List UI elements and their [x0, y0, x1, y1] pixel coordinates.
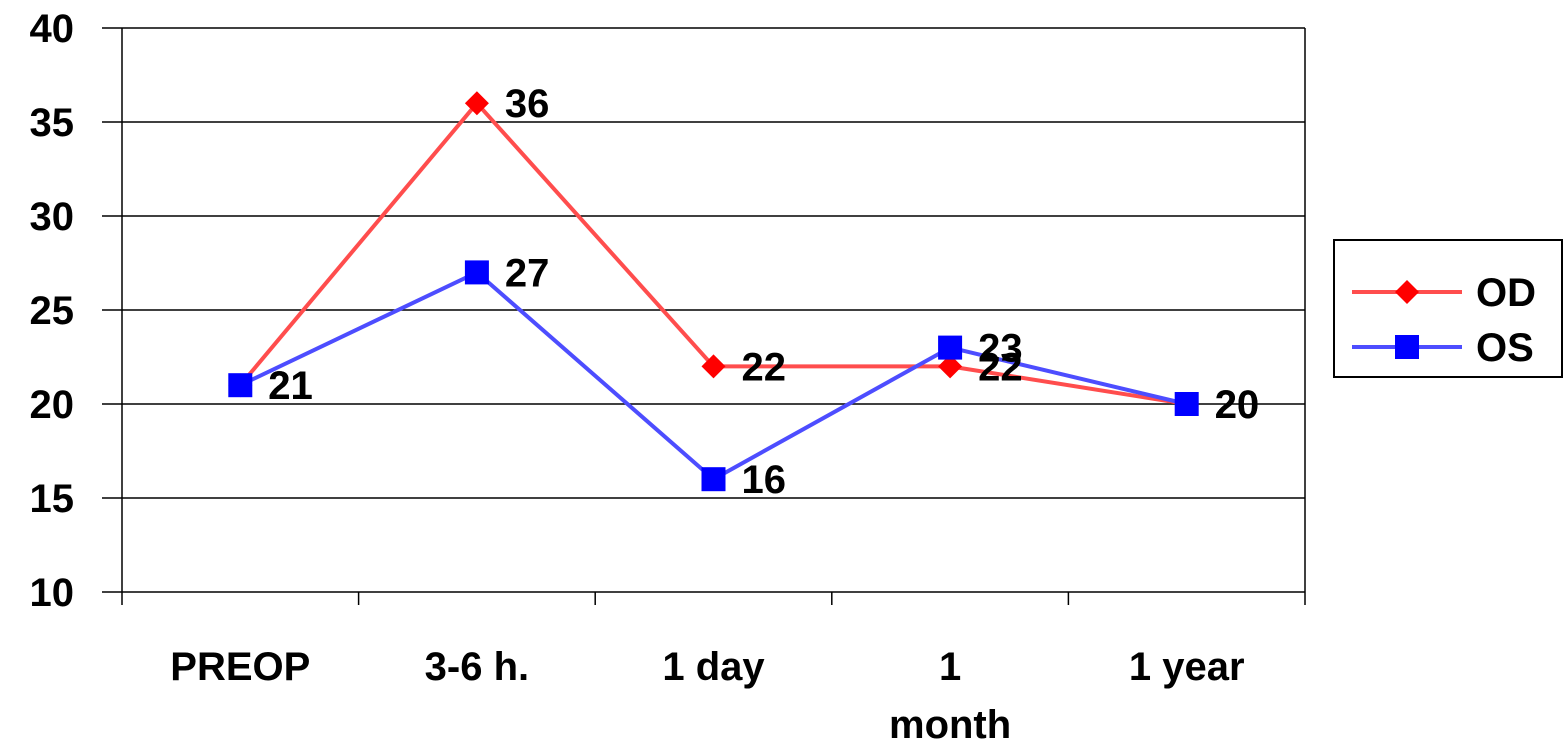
x-tick-label-1: 3-6 h. — [425, 645, 529, 689]
legend-label-OS: OS — [1476, 326, 1534, 370]
point-OS-0 — [228, 373, 253, 398]
series-lines — [228, 91, 1199, 492]
data-label-OD-2: 22 — [742, 345, 787, 389]
legend-box — [1333, 239, 1563, 378]
point-OS-4 — [1174, 392, 1199, 416]
data-label-OD-3: 22 — [978, 345, 1023, 389]
point-OD-2 — [701, 354, 726, 379]
y-tick-label-35: 35 — [30, 101, 75, 145]
y-tick-label-10: 10 — [30, 571, 75, 615]
legend-marker-OS — [1395, 335, 1419, 359]
data-label-OS-1: 27 — [505, 251, 550, 295]
y-tick-label-30: 30 — [30, 195, 75, 239]
data-label-OD-0: 21 — [268, 364, 313, 408]
x-tick-label-4: 1 year — [1129, 645, 1245, 689]
point-OD-1 — [464, 91, 489, 116]
x-tick-label-2: 1 day — [662, 645, 765, 689]
y-tick-label-15: 15 — [30, 477, 75, 521]
data-label-OD-1: 36 — [505, 82, 550, 126]
x-tick-label-0: PREOP — [170, 645, 310, 689]
point-OS-3 — [938, 335, 963, 360]
y-tick-label-40: 40 — [30, 7, 75, 51]
point-OD-3 — [938, 354, 963, 379]
gridlines — [122, 27, 1305, 499]
legend-label-OD: OD — [1476, 271, 1536, 315]
y-tick-label-25: 25 — [30, 289, 75, 333]
data-label-OS-4: 20 — [1215, 383, 1260, 427]
data-label-OS-3: 23 — [978, 327, 1023, 371]
axes: 10 15 20 25 30 35 40 PREOP 3-6 h. 1 day 1 month 1 ye… — [30, 7, 1306, 747]
data-label-OD-4: 20 — [1215, 383, 1260, 427]
point-OS-2 — [701, 467, 726, 492]
data-label-OS-2: 16 — [742, 458, 787, 502]
y-tick-label-20: 20 — [30, 383, 75, 427]
point-OS-1 — [464, 260, 489, 285]
legend-marker-OD — [1395, 280, 1419, 304]
data-label-OS-0: 21 — [268, 364, 313, 408]
legend: OD OS — [1333, 239, 1563, 378]
x-tick-label-3: 1 month — [889, 645, 1011, 747]
